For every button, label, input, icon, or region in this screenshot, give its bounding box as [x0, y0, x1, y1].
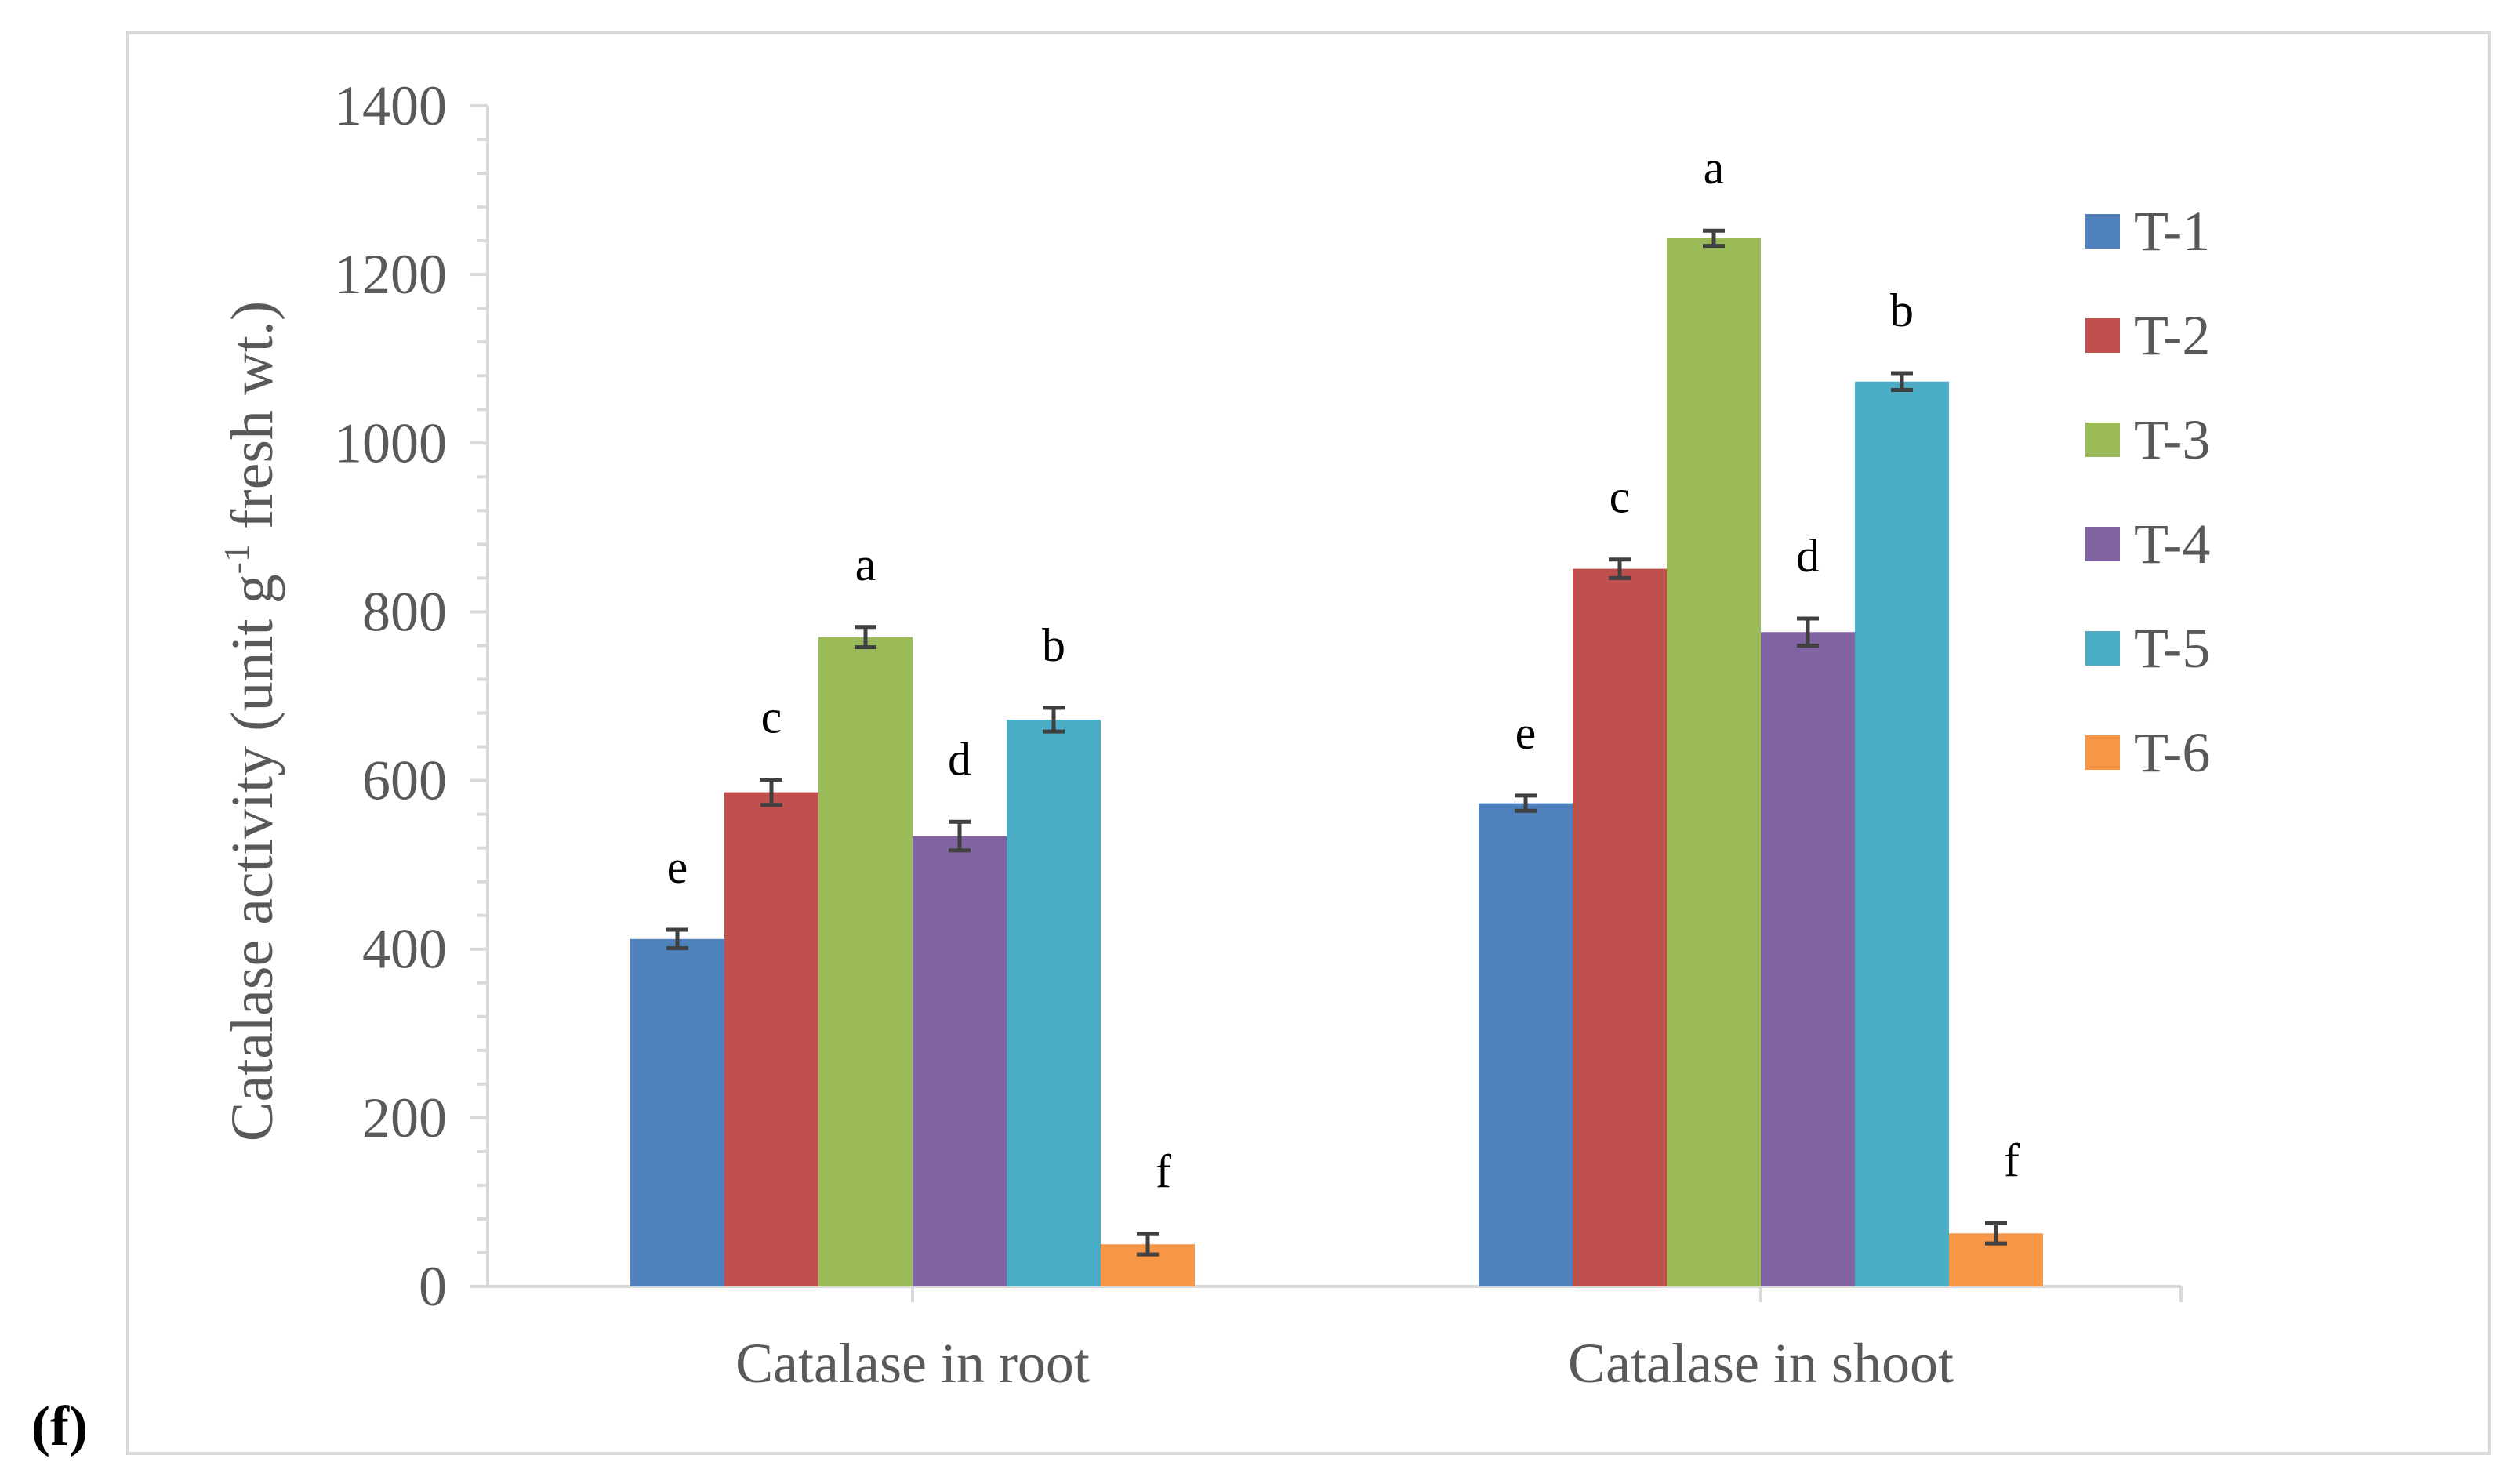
significance-letter: f [2004, 1134, 2020, 1186]
significance-letter: b [1042, 619, 1065, 671]
y-tick-label: 200 [362, 1087, 447, 1149]
error-bar [1985, 1221, 2007, 1246]
error-bar [760, 777, 782, 807]
x-tick-label: Catalase in shoot [1568, 1332, 1954, 1395]
error-bar [855, 625, 876, 650]
significance-letter: e [667, 841, 688, 893]
legend-label-t-4: T-4 [2134, 513, 2210, 575]
y-axis-label-superscript: -1 [216, 544, 256, 574]
bar-t-1-root [630, 938, 724, 1286]
error-bar [666, 927, 688, 951]
legend-swatch-t-1 [2085, 214, 2120, 249]
significance-letter: d [948, 733, 971, 785]
legend-swatch-t-5 [2085, 631, 2120, 666]
y-tick-label: 1200 [334, 243, 447, 306]
bar-t-3-shoot [1667, 238, 1761, 1286]
y-tick-label: 400 [362, 918, 447, 981]
significance-letter: e [1515, 707, 1537, 759]
legend: T-1 T-2 T-3 T-4 T-5 T-6 [2085, 200, 2210, 784]
legend-label-t-3: T-3 [2134, 408, 2210, 471]
bar-t-4-shoot [1761, 632, 1855, 1286]
bar-t-1-shoot [1479, 803, 1573, 1286]
legend-label-t-5: T-5 [2134, 617, 2210, 680]
significance-letter: c [1610, 471, 1631, 523]
legend-swatch-t-2 [2085, 318, 2120, 353]
bar-t-5-shoot [1855, 381, 1949, 1287]
y-tick-label: 0 [419, 1255, 447, 1318]
bar-t-3-root [818, 637, 913, 1286]
error-bar [1891, 371, 1913, 393]
bar-group: e e c c a a d d b b f f [630, 142, 2043, 1287]
chart-frame [126, 31, 2491, 1455]
significance-letter: a [1704, 142, 1725, 194]
y-axis-label-main: Catalase activity (unit g [220, 574, 285, 1141]
significance-letter: d [1796, 530, 1820, 582]
bar-t-4-root [913, 836, 1007, 1286]
significance-letter: a [855, 539, 876, 590]
error-bar [1137, 1232, 1159, 1257]
error-bar [1609, 557, 1631, 580]
y-axis-label: Catalase activity (unit g-1 fresh wt.) [216, 301, 285, 1141]
legend-swatch-t-3 [2085, 423, 2120, 457]
bar-t-5-root [1007, 720, 1101, 1286]
panel-label: (f) [31, 1395, 88, 1457]
y-tick-label: 1400 [334, 74, 447, 137]
legend-swatch-t-6 [2085, 735, 2120, 770]
legend-swatch-t-4 [2085, 527, 2120, 561]
y-axis: 0 200 400 600 800 1000 1200 1400 [334, 74, 489, 1318]
y-tick-label: 600 [362, 749, 447, 812]
significance-letter: f [1156, 1145, 1171, 1197]
bar-t-2-shoot [1573, 568, 1667, 1286]
error-bar [1043, 706, 1065, 734]
error-bar [1797, 616, 1819, 648]
y-axis-label-tail: fresh wt.) [220, 301, 285, 544]
error-bar [1703, 228, 1725, 249]
legend-label-t-2: T-2 [2134, 304, 2210, 367]
legend-label-t-6: T-6 [2134, 721, 2210, 784]
x-tick-label: Catalase in root [735, 1332, 1090, 1395]
y-tick-label: 1000 [334, 412, 447, 474]
y-tick-label: 800 [362, 580, 447, 643]
bar-t-2-root [724, 792, 818, 1286]
legend-label-t-1: T-1 [2134, 200, 2210, 263]
significance-letter: c [761, 691, 782, 742]
significance-letter: b [1890, 285, 1914, 336]
x-axis: Catalase in root Catalase in shoot [488, 1285, 2183, 1395]
error-bar [949, 819, 971, 853]
error-bar [1515, 793, 1537, 813]
